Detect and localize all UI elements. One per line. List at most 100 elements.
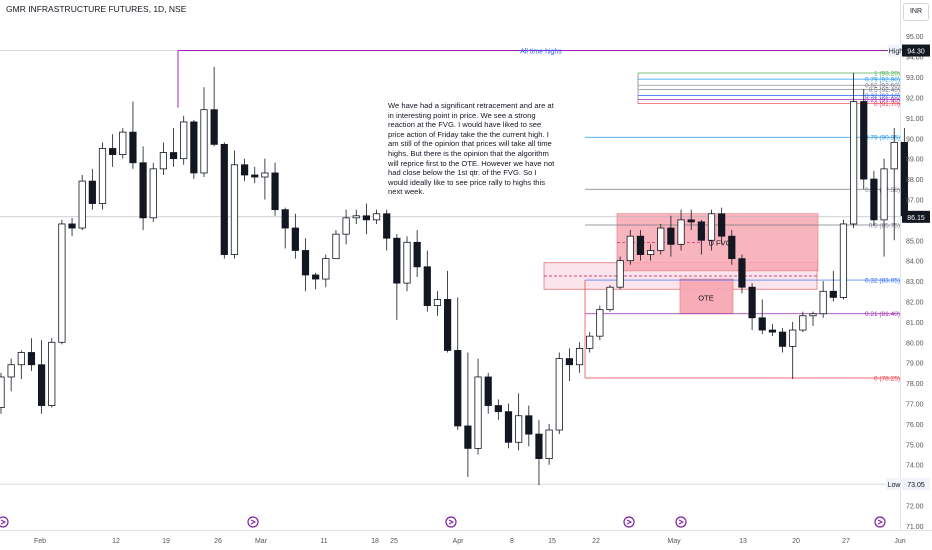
candle-body	[697, 221, 705, 241]
candle-body	[383, 213, 391, 239]
candle-body	[839, 223, 848, 298]
x-tick-label: Feb	[34, 538, 46, 545]
fib-label: 0 (91.70)	[874, 101, 900, 108]
candle-body	[454, 350, 462, 427]
y-tick-label: 93.00	[906, 75, 924, 82]
low-value-badge	[902, 478, 930, 491]
candle-body	[159, 152, 167, 170]
candle-body	[301, 250, 310, 276]
event-icon	[445, 516, 457, 528]
y-tick-label: 94.00	[906, 55, 924, 62]
y-tick-label: 78.00	[906, 381, 924, 388]
candle-body	[667, 227, 675, 245]
candle-body	[586, 335, 594, 349]
candle-body	[647, 250, 655, 255]
candle-body	[565, 358, 574, 366]
y-tick-label: 95.00	[906, 34, 924, 41]
candle-body	[261, 172, 269, 178]
candle-body	[423, 266, 431, 306]
x-tick-label: Mar	[255, 538, 268, 545]
axis-separator-horizontal	[0, 530, 932, 531]
candle-body	[789, 329, 797, 347]
currency-button[interactable]: INR	[903, 3, 929, 21]
zone-label: D FVG	[709, 238, 732, 247]
y-tick-label: 87.00	[906, 197, 924, 204]
candle-body	[443, 299, 452, 351]
candle-body	[504, 411, 513, 443]
x-tick-label: 27	[842, 538, 850, 545]
candle-body	[119, 131, 127, 155]
x-tick-label: 19	[162, 538, 170, 545]
axis-separator-vertical	[900, 0, 901, 530]
candle-body	[606, 286, 614, 311]
candle-body	[180, 121, 188, 160]
candle-body	[819, 290, 827, 315]
x-tick-label: 11	[320, 538, 327, 545]
candle-body	[88, 180, 96, 204]
candle-body	[200, 109, 208, 174]
candle-body	[433, 299, 442, 306]
candle-body	[413, 241, 421, 268]
candle-body	[636, 235, 645, 255]
fib-label: 0 (78.25)	[874, 375, 900, 382]
x-tick-label: 20	[792, 538, 800, 545]
y-tick-label: 80.00	[906, 340, 924, 347]
y-tick-label: 77.00	[906, 402, 924, 409]
y-tick-label: 88.00	[906, 177, 924, 184]
event-icon	[623, 516, 635, 528]
event-icon-arrow	[877, 519, 884, 525]
candle-body	[677, 219, 685, 245]
event-icon	[874, 516, 886, 528]
candle-body	[870, 178, 878, 221]
current-price-badge	[902, 210, 930, 223]
event-icon-arrow	[448, 519, 455, 525]
low-value: 73.05	[907, 482, 925, 489]
x-tick-label: 8	[510, 538, 514, 545]
candle-body	[890, 141, 898, 170]
candle-body	[129, 131, 137, 164]
candle-body	[58, 223, 66, 343]
candle-body	[240, 164, 249, 176]
candle-body	[718, 213, 726, 237]
fib-label: 0.32 (92.10)	[865, 93, 900, 100]
candle-body	[38, 364, 46, 406]
y-tick-label: 92.00	[906, 95, 924, 102]
y-tick-label: 79.00	[906, 361, 924, 368]
x-tick-label: Jun	[894, 538, 905, 545]
axis-labels: 71.0072.0073.0074.0075.0076.0077.0078.00…	[0, 34, 930, 545]
candle-body	[291, 227, 299, 251]
candle-body	[515, 415, 523, 443]
candle-body	[687, 219, 695, 223]
event-icon-arrow	[678, 519, 685, 525]
y-tick-label: 76.00	[906, 422, 924, 429]
candles	[0, 66, 908, 486]
low-label: Low	[888, 482, 902, 489]
candle-body	[332, 233, 340, 260]
fib-label: 0.32 (83.05)	[865, 278, 900, 285]
candle-body	[27, 352, 36, 366]
candle-body	[362, 215, 371, 221]
event-icon	[675, 516, 687, 528]
chart-title: GMR INFRASTRUCTURE FUTURES, 1D, NSE	[6, 4, 187, 14]
zones: D FVG OTE	[543, 213, 819, 315]
candle-body	[657, 227, 665, 251]
y-tick-label: 89.00	[906, 157, 924, 164]
high-value: 94.30	[907, 49, 925, 56]
candle-body	[880, 168, 888, 221]
y-tick-label: 81.00	[906, 320, 924, 327]
x-tick-label: May	[667, 538, 681, 545]
candle-body	[464, 425, 472, 449]
candle-body	[545, 429, 553, 459]
candle-body	[555, 358, 563, 431]
low-badge	[886, 478, 902, 491]
candle-body	[575, 348, 584, 366]
candle-body	[494, 405, 502, 413]
candle-body	[728, 235, 736, 260]
current-price-label: 86.15	[907, 215, 925, 222]
y-tick-label: 72.00	[906, 504, 924, 511]
candle-body	[190, 121, 198, 174]
zone-rect	[679, 278, 734, 315]
event-icon	[247, 516, 259, 528]
candle-body	[799, 315, 807, 331]
